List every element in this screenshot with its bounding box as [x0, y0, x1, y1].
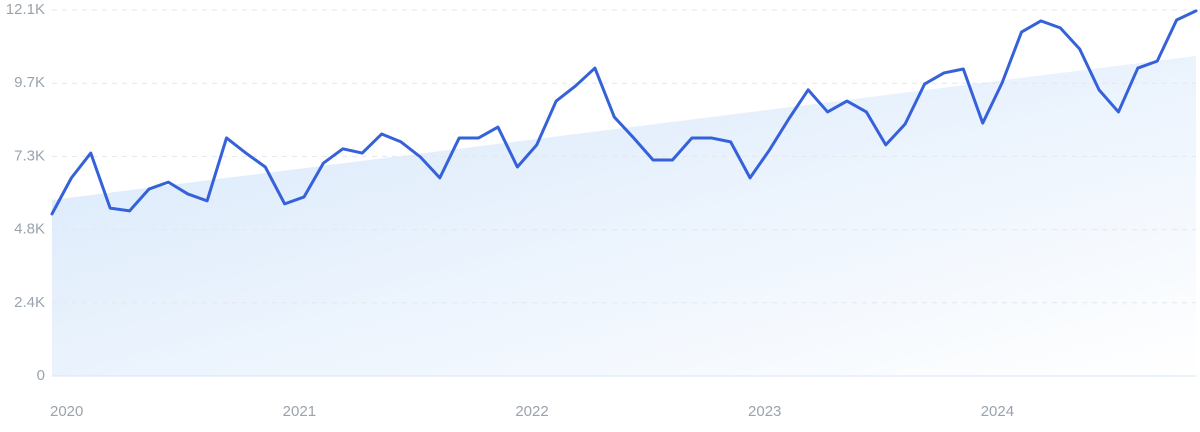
y-tick-label: 4.8K	[14, 221, 45, 238]
x-tick-label: 2022	[515, 403, 548, 420]
y-tick-label: 0	[37, 367, 45, 384]
y-tick-label: 9.7K	[14, 74, 45, 91]
line-series	[50, 9, 1198, 216]
x-tick-label: 2020	[50, 403, 83, 420]
y-tick-label: 2.4K	[14, 294, 45, 311]
y-tick-label: 7.3K	[14, 147, 45, 164]
x-tick-label: 2023	[748, 403, 781, 420]
y-tick-label: 12.1K	[6, 1, 45, 18]
x-tick-label: 2021	[283, 403, 316, 420]
x-tick-label: 2024	[981, 403, 1014, 420]
trend-area	[52, 55, 1196, 376]
